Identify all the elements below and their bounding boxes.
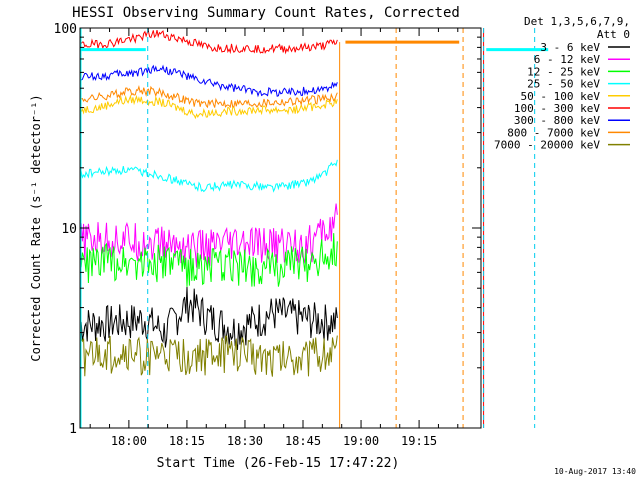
legend-label: 800 - 7000 keV — [507, 126, 600, 139]
x-tick-label: 18:30 — [227, 434, 263, 448]
x-tick-label: 19:00 — [343, 434, 379, 448]
legend-label: 6 - 12 keV — [534, 53, 601, 66]
legend-header-line-1: Det 1,3,5,6,7,9, — [524, 15, 630, 28]
series-line — [80, 94, 338, 120]
y-tick-label: 10 — [61, 222, 77, 237]
series-800-7000kev — [80, 84, 338, 109]
legend-label: 300 - 800 keV — [514, 114, 600, 127]
y-tick-label: 1 — [69, 422, 77, 437]
series-line — [486, 251, 548, 286]
series-12-25kev — [80, 233, 548, 287]
legend-label: 25 - 50 keV — [527, 78, 600, 91]
series-line — [486, 336, 548, 376]
legend-label: 3 - 6 keV — [540, 41, 600, 54]
legend-label: 50 - 100 keV — [521, 90, 601, 103]
y-tick-label: 100 — [54, 22, 77, 37]
series-100-300kev — [80, 29, 338, 55]
y-axis-label: Corrected Count Rate (s⁻¹ detector⁻¹) — [29, 94, 43, 361]
series-6-12kev — [80, 203, 548, 268]
legend-header-line-2: Att 0 — [597, 28, 630, 41]
legend-label: 100 - 300 keV — [514, 102, 600, 115]
y-axis-ticks: 1 10 100 — [54, 22, 481, 437]
series-line — [80, 84, 338, 109]
chart-title: HESSI Observing Summary Count Rates, Cor… — [72, 5, 460, 21]
series-line — [80, 159, 338, 193]
series-7000-20000kev — [80, 335, 548, 377]
series-line — [486, 322, 548, 369]
series-25-50kev — [80, 159, 548, 193]
x-tick-label: 19:15 — [401, 434, 437, 448]
series-line — [80, 233, 338, 287]
series-3-6kev — [80, 286, 548, 369]
series-layer — [80, 29, 548, 377]
series-300-800kev — [80, 64, 338, 98]
markers-layer — [80, 28, 549, 428]
series-line — [80, 286, 338, 350]
x-axis-label: Start Time (26-Feb-15 17:47:22) — [157, 456, 400, 471]
x-tick-label: 18:15 — [169, 434, 205, 448]
x-tick-label: 18:45 — [285, 434, 321, 448]
x-tick-label: 18:00 — [111, 434, 147, 448]
x-axis-ticks: 18:00 18:15 18:30 18:45 19:00 19:15 — [89, 28, 459, 448]
series-line — [486, 226, 548, 266]
series-line — [80, 335, 338, 377]
series-line — [486, 177, 548, 189]
series-line — [80, 29, 338, 55]
legend-label: 7000 - 20000 keV — [494, 139, 600, 152]
series-line — [80, 203, 338, 268]
legend-label: 12 - 25 keV — [527, 65, 600, 78]
timestamp: 10-Aug-2017 13:40 — [554, 467, 636, 476]
series-50-100kev — [80, 94, 338, 120]
series-line — [80, 64, 338, 98]
